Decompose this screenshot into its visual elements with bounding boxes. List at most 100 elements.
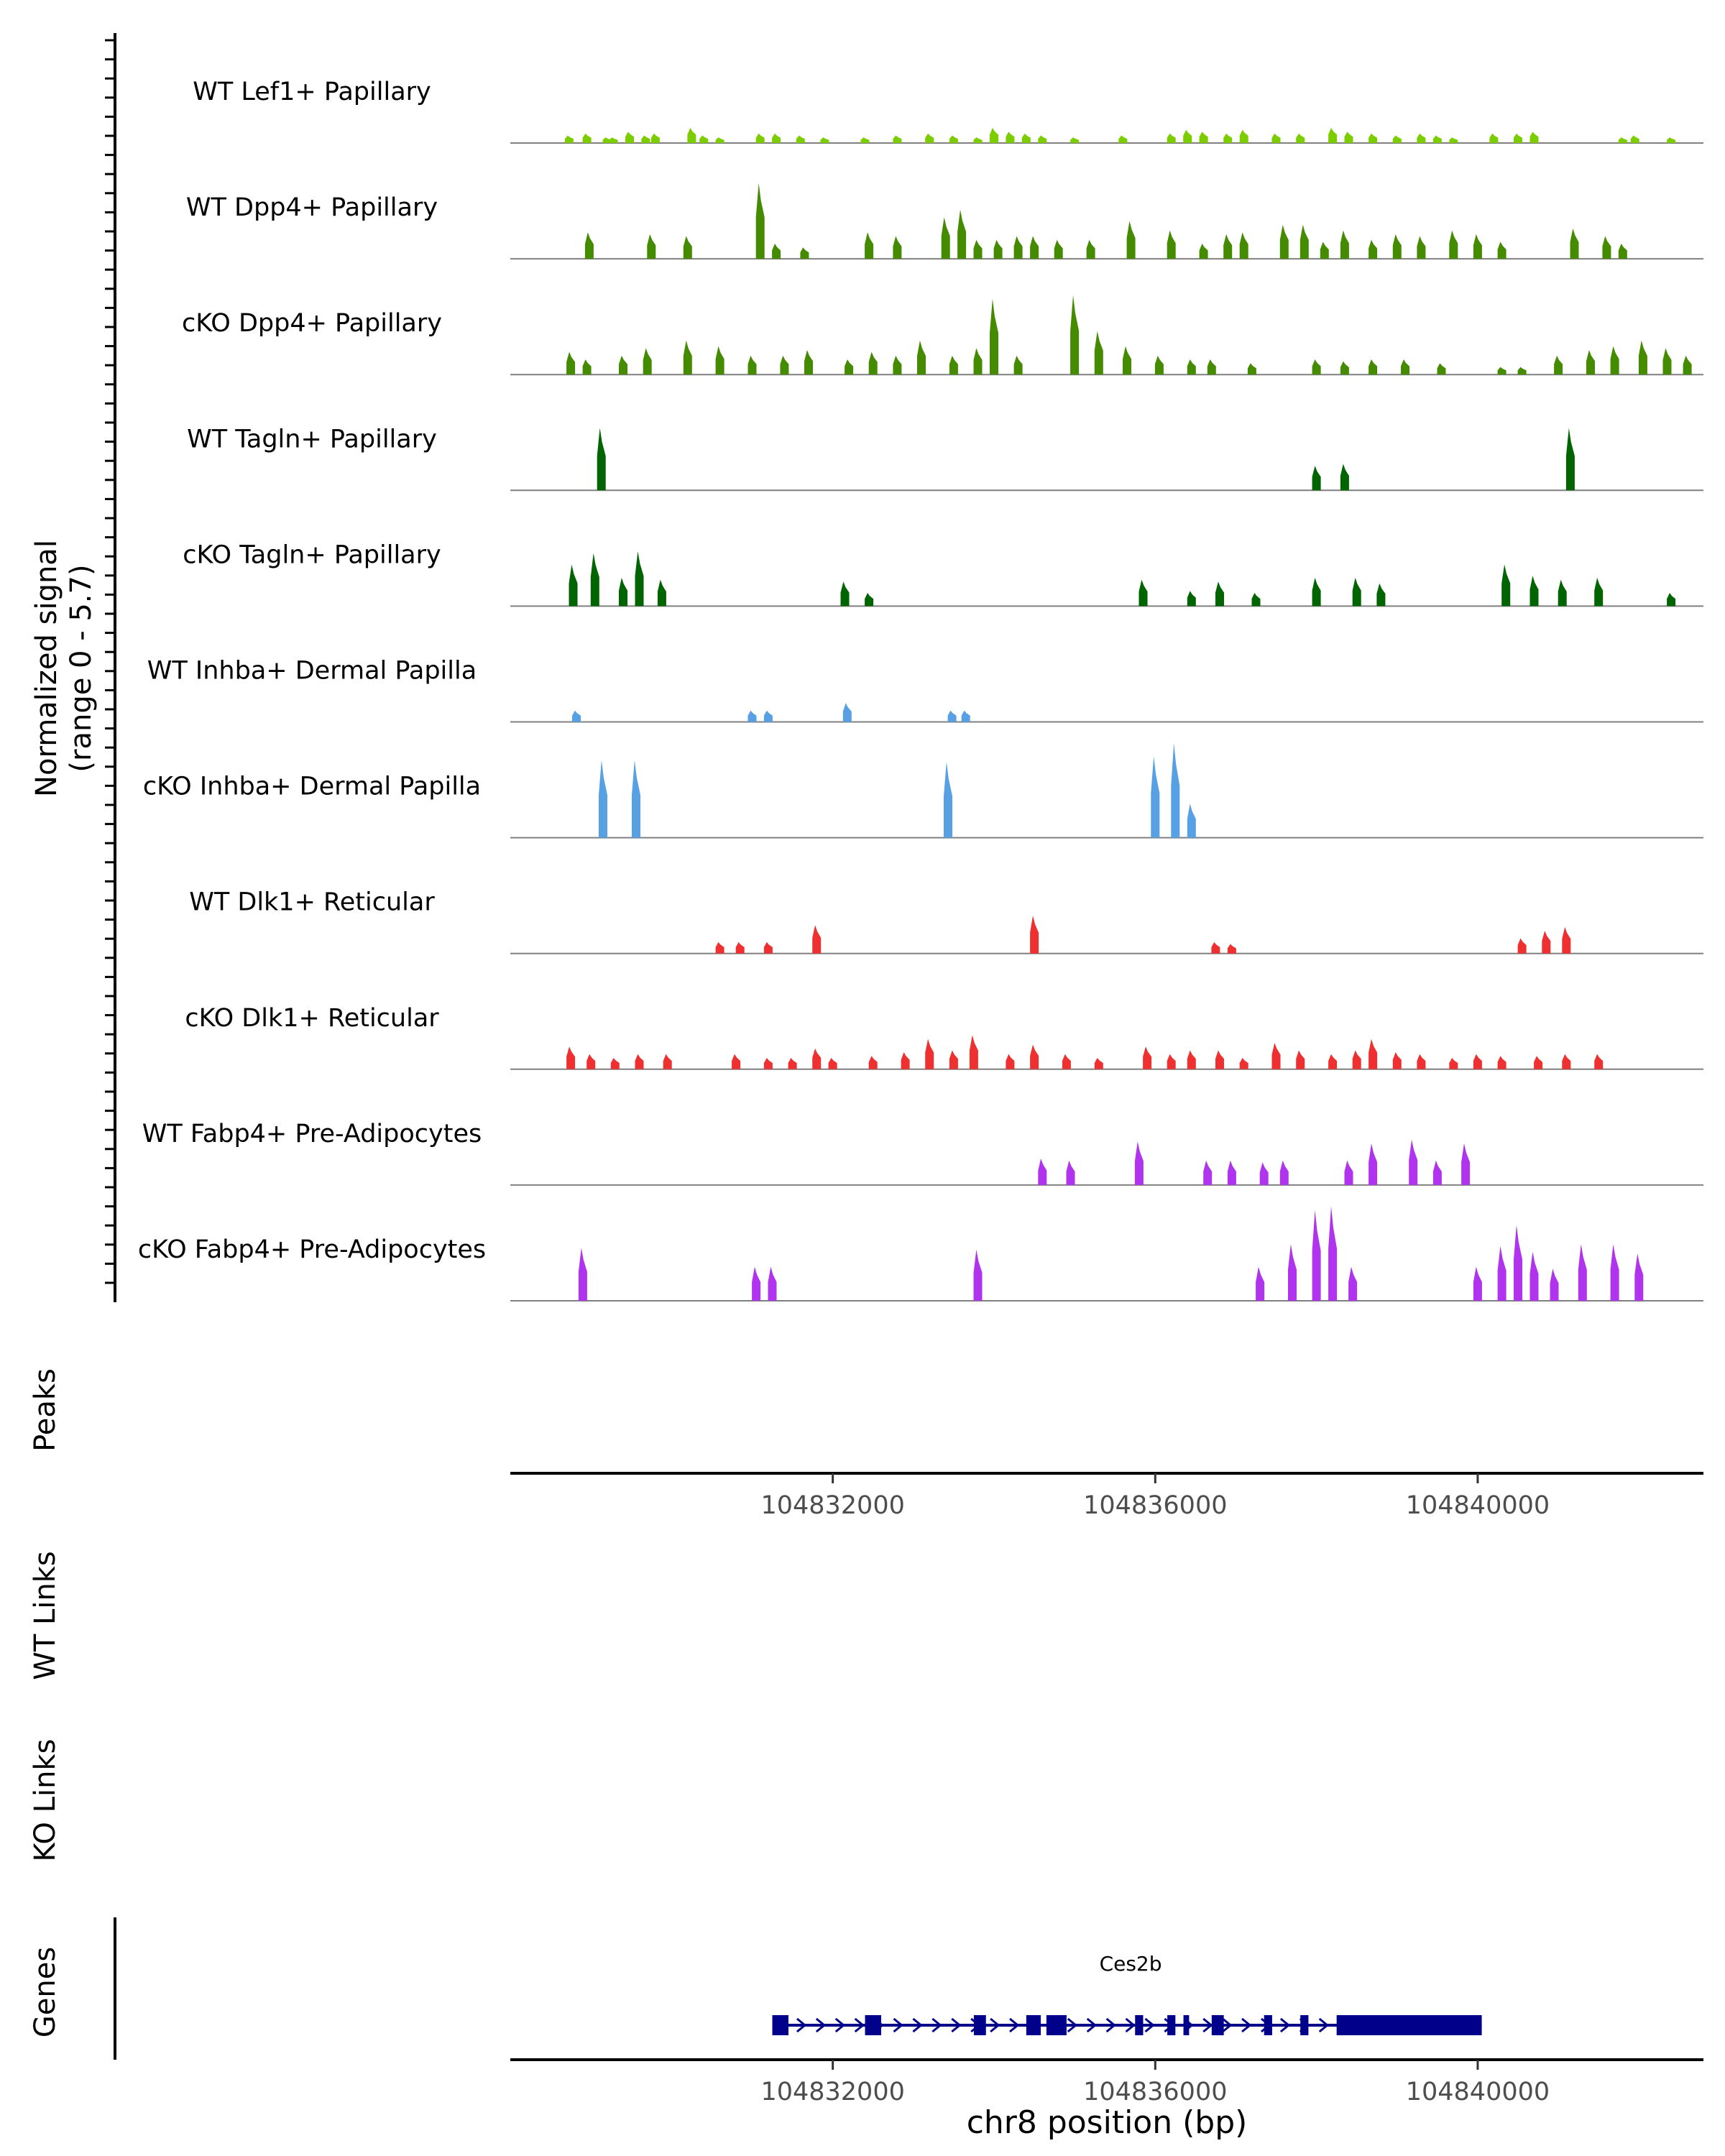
wt-links-panel-label: WT Links [29,1551,62,1680]
coverage-peak [650,133,660,143]
coverage-peak [1340,361,1349,375]
coverage-peak [1630,135,1639,143]
coverage-peak [1368,239,1378,259]
coverage-peak [812,1048,822,1069]
coverage-peak [893,355,902,375]
coverage-peak [748,710,757,722]
coverage-peak [947,710,957,722]
coverage-peak [1300,224,1309,259]
coverage-peak [1340,230,1349,259]
coverage-peak [1187,359,1196,375]
coverage-peak [1634,1253,1644,1301]
track-label: WT Dpp4+ Papillary [186,193,438,222]
coverage-peak [973,1249,983,1301]
gene-exon [865,2015,881,2035]
coverage-peak [1368,1143,1378,1185]
coverage-peak [1030,1044,1039,1069]
coverage-peak [1558,579,1567,607]
coverage-peak [842,703,852,722]
coverage-peak [1239,129,1248,143]
coverage-peak [973,239,983,259]
coverage-peak [772,133,781,143]
x-tick-label: 104836000 [1083,2078,1227,2106]
coverage-peak [632,760,640,838]
coverage-peak [1348,1266,1358,1301]
coverage-peak [1392,135,1402,143]
coverage-peak [840,581,850,607]
coverage-peak [1183,129,1192,143]
coverage-peak [1054,239,1063,259]
coverage-peak [925,1038,934,1069]
coverage-peak [1610,346,1619,375]
strand-arrow [1067,2017,1078,2033]
gene-exon [1300,2015,1309,2035]
x-axis-title: chr8 position (bp) [967,2104,1248,2141]
coverage-peak [763,1058,773,1069]
coverage-peak [925,133,934,143]
coverage-peak [641,135,650,143]
coverage-peak [584,232,594,259]
coverage-peak [949,135,958,143]
coverage-peak [1154,355,1164,375]
strand-arrow [1009,2017,1020,2033]
strand-arrow [893,2017,903,2033]
coverage-peak [1602,236,1611,259]
coverage-peak [1279,1160,1289,1185]
coverage-peak [643,348,652,375]
track-label: cKO Tagln+ Papillary [183,540,441,569]
coverage-peak [1542,931,1551,954]
coverage-peak [1417,1054,1426,1069]
coverage-peak [657,579,666,607]
gene-exon [1046,2015,1067,2035]
coverage-peak [969,1035,978,1069]
track-6: cKO Inhba+ Dermal Papilla [143,743,1703,839]
coverage-peak [1610,1244,1619,1301]
coverage-peak [625,132,634,143]
coverage-peak [763,710,773,722]
coverage-peak [569,564,578,607]
genes-x-axis: 104832000 104836000 104840000 [760,2060,1550,2106]
coverage-peak [1187,803,1196,838]
genes-panel-label: Genes [29,1947,62,2037]
coverage-peak [812,925,822,954]
coverage-peak [1449,1058,1458,1069]
coverage-peak [1562,1054,1571,1069]
coverage-peak [800,247,809,259]
coverage-peak [1143,1046,1152,1069]
coverage-peak [1312,466,1321,491]
x-tick-label: 104840000 [1406,1491,1550,1520]
coverage-peak [715,137,724,143]
gene-exon [1211,2015,1224,2035]
coverage-peak [1223,234,1233,259]
x-tick-label: 104840000 [1406,2078,1550,2106]
coverage-peak [763,941,773,954]
coverage-peak [1344,132,1353,143]
signal-y-axis-range: (range 0 - 5.7) [65,564,98,772]
coverage-peak [1239,1058,1248,1069]
coverage-peak [1123,346,1131,375]
coverage-peak [1514,1225,1522,1301]
coverage-peak [1497,241,1506,259]
coverage-peak [1432,135,1442,143]
coverage-peak [1352,1050,1361,1069]
coverage-peak [1550,1268,1559,1301]
coverage-peak [860,137,870,143]
coverage-peak [566,351,576,375]
coverage-peak [1066,1160,1075,1185]
coverage-peak [1667,137,1676,143]
coverage-peak [1030,916,1039,954]
coverage-peak [957,209,967,259]
coverage-peak [1094,331,1103,375]
coverage-peak [1199,132,1208,143]
coverage-peak [1167,230,1176,259]
gene-exon [1135,2015,1144,2035]
coverage-peak [1514,133,1522,143]
coverage-peak [755,133,765,143]
coverage-peak [1449,230,1458,259]
coverage-peak [715,941,724,954]
coverage-peak [917,340,926,375]
coverage-peak [1094,1058,1103,1069]
gene-exon [973,2015,986,2035]
x-tick-label: 104836000 [1083,1491,1227,1520]
coverage-peak [1288,1244,1297,1301]
